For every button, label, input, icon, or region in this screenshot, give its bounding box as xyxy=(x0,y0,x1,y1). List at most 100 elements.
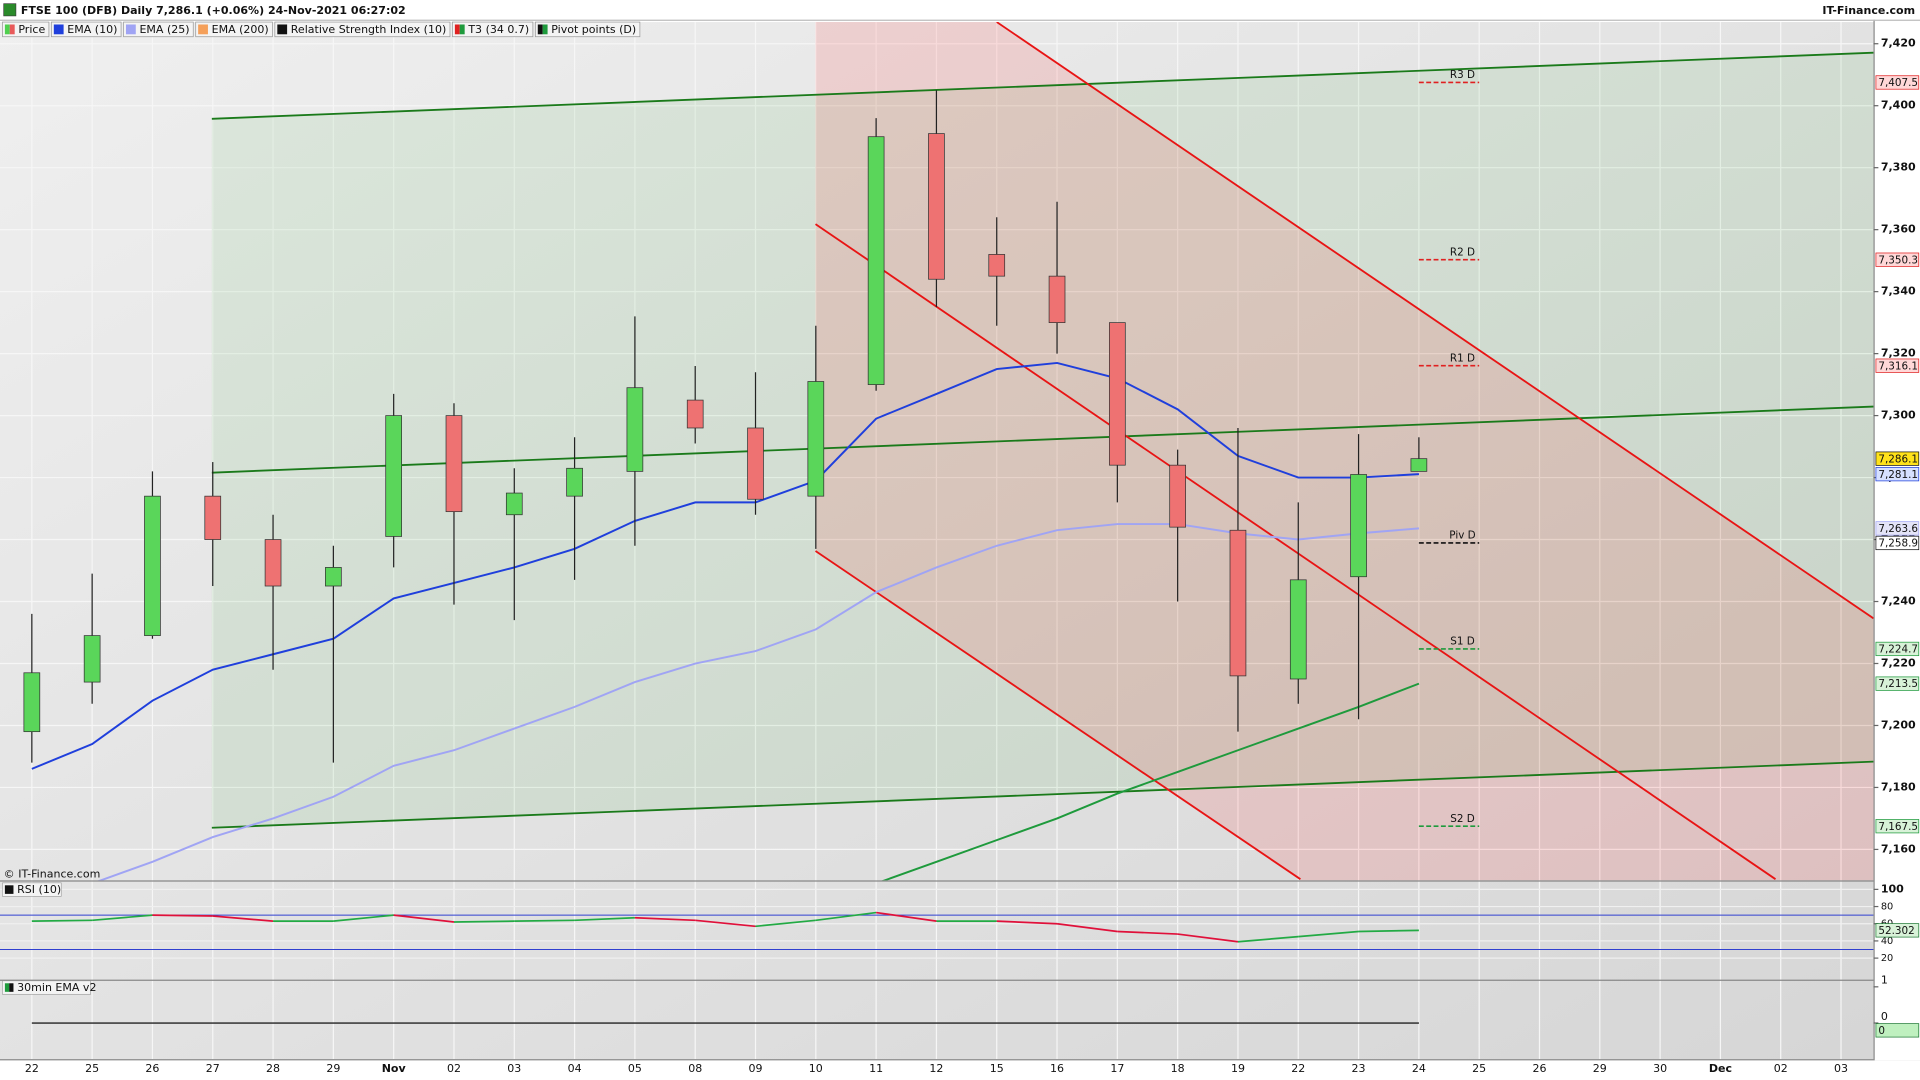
panel-swatch xyxy=(9,983,14,992)
legend-box xyxy=(50,21,122,38)
candle-body xyxy=(325,567,342,587)
panel-title: 30min EMA v2 xyxy=(17,981,96,994)
main-series: R3 D R2 D R1 D Piv D S1 D S2 D xyxy=(23,69,1480,881)
axis-badge-label: 7,167.5 xyxy=(1878,821,1918,833)
x-tick-label: 03 xyxy=(507,1062,521,1075)
legend-box xyxy=(123,21,194,38)
y-tick-label: 7,400 xyxy=(1881,99,1916,112)
x-tick-label: 30 xyxy=(1653,1062,1667,1075)
rsi-segment xyxy=(152,914,213,917)
axis-badge xyxy=(1875,252,1920,267)
y-tick-label: 7,380 xyxy=(1881,161,1916,174)
axis-badge xyxy=(1875,535,1920,551)
rsi-segment xyxy=(1298,930,1359,938)
rsi-tick-label: 80 xyxy=(1881,902,1893,913)
pivot-label: Piv D xyxy=(1449,530,1475,542)
candle-body xyxy=(1410,458,1428,472)
candle-body xyxy=(505,492,523,516)
candle-body xyxy=(385,415,402,537)
axis-badge-label: 7,407.5 xyxy=(1878,77,1918,89)
axis-badge-label: 7,350.3 xyxy=(1878,254,1918,266)
legend-swatch xyxy=(542,24,548,35)
axis-badge-label: 7,224.7 xyxy=(1878,644,1918,656)
y-tick-label: 7,320 xyxy=(1881,347,1916,360)
legend-label: T3 (34 0.7) xyxy=(467,23,529,36)
indicator-line xyxy=(31,361,1419,770)
x-tick-label: 25 xyxy=(85,1062,99,1075)
legend-item: EMA (200) xyxy=(195,21,273,38)
x-tick-label: 03 xyxy=(1834,1062,1848,1075)
axis-badge-label: 7,213.5 xyxy=(1878,678,1918,690)
header-bar xyxy=(0,0,1920,20)
green-channel-mid xyxy=(211,405,1874,474)
candle-body xyxy=(264,539,282,587)
candle-body xyxy=(747,427,764,500)
x-tick-label: 26 xyxy=(1532,1062,1546,1075)
axis-badge-label: 0 xyxy=(1878,1025,1885,1037)
green-channel-top xyxy=(211,51,1874,120)
rsi-swatch xyxy=(4,885,14,894)
legend-swatch xyxy=(454,24,460,35)
x-tick-label: 24 xyxy=(1412,1062,1426,1075)
y-tick-label: 7,240 xyxy=(1881,595,1916,608)
rsi-tick-label: 100 xyxy=(1881,882,1904,895)
instrument-icon xyxy=(3,3,17,17)
x-tick-label: 28 xyxy=(266,1062,280,1075)
x-tick-label: 11 xyxy=(869,1062,883,1075)
candle-body xyxy=(445,415,463,513)
legend-swatch xyxy=(53,24,64,35)
rsi-tick-label: 20 xyxy=(1881,953,1893,964)
candle-body xyxy=(928,133,945,280)
x-tick-label: Nov xyxy=(382,1062,407,1075)
brand: IT-Finance.com xyxy=(1822,4,1915,17)
rsi-segment xyxy=(453,920,515,923)
legend-label: EMA (200) xyxy=(212,23,269,36)
axis-badge xyxy=(1875,1023,1920,1038)
legend-item: EMA (25) xyxy=(123,21,194,38)
axis-badge-label: 7,281.1 xyxy=(1878,469,1918,481)
legend-swatch xyxy=(537,24,543,35)
x-tick-label: 05 xyxy=(628,1062,642,1075)
axis-badge-label: 7,286.1 xyxy=(1878,453,1918,465)
axis-badge xyxy=(1875,358,1920,373)
rsi-title-box xyxy=(2,882,62,897)
drawings xyxy=(211,22,1874,881)
x-tick-label: 09 xyxy=(748,1062,762,1075)
legend-item: T3 (34 0.7) xyxy=(452,21,534,38)
x-tick-label: 23 xyxy=(1352,1062,1366,1075)
legend-label: Relative Strength Index (10) xyxy=(291,23,447,36)
red-channel-top xyxy=(996,22,1874,620)
candle-body xyxy=(566,467,583,497)
x-tick-label: 18 xyxy=(1171,1062,1185,1075)
panel-swatch xyxy=(4,983,10,992)
candle-body xyxy=(867,136,885,385)
axis-badge xyxy=(1875,451,1920,466)
legend-item: EMA (10) xyxy=(50,21,122,38)
candle-body xyxy=(144,495,161,636)
rsi-segment xyxy=(212,915,274,923)
y-tick-label: 7,340 xyxy=(1881,285,1916,298)
rsi-title: RSI (10) xyxy=(17,883,61,896)
axis-badge-label: 7,258.9 xyxy=(1878,538,1918,550)
panel-tick-label: 0 xyxy=(1881,1010,1888,1023)
rsi-segment xyxy=(333,914,394,923)
x-tick-label: 27 xyxy=(206,1062,220,1075)
x-tick-label: 02 xyxy=(1774,1062,1788,1075)
rsi-tick-label: 40 xyxy=(1881,936,1893,947)
y-tick-label: 7,220 xyxy=(1881,656,1916,669)
legend: Price EMA (10) EMA (25) EMA (200) Relative S… xyxy=(2,21,641,38)
legend-swatch xyxy=(125,24,136,35)
x-tick-label: 17 xyxy=(1110,1062,1124,1075)
legend-box xyxy=(195,21,273,38)
rsi-segment xyxy=(92,914,153,922)
candle-body xyxy=(1229,529,1247,677)
y-tick-label: 7,180 xyxy=(1881,780,1916,793)
candle-body xyxy=(83,635,101,683)
pivot-label: S2 D xyxy=(1450,813,1475,825)
axis-badge-label: 7,316.1 xyxy=(1878,360,1918,372)
legend-label: Price xyxy=(18,23,45,36)
pivot-label: S1 D xyxy=(1450,636,1475,648)
panel-title-box xyxy=(2,980,91,995)
x-tick-label: 29 xyxy=(326,1062,340,1075)
